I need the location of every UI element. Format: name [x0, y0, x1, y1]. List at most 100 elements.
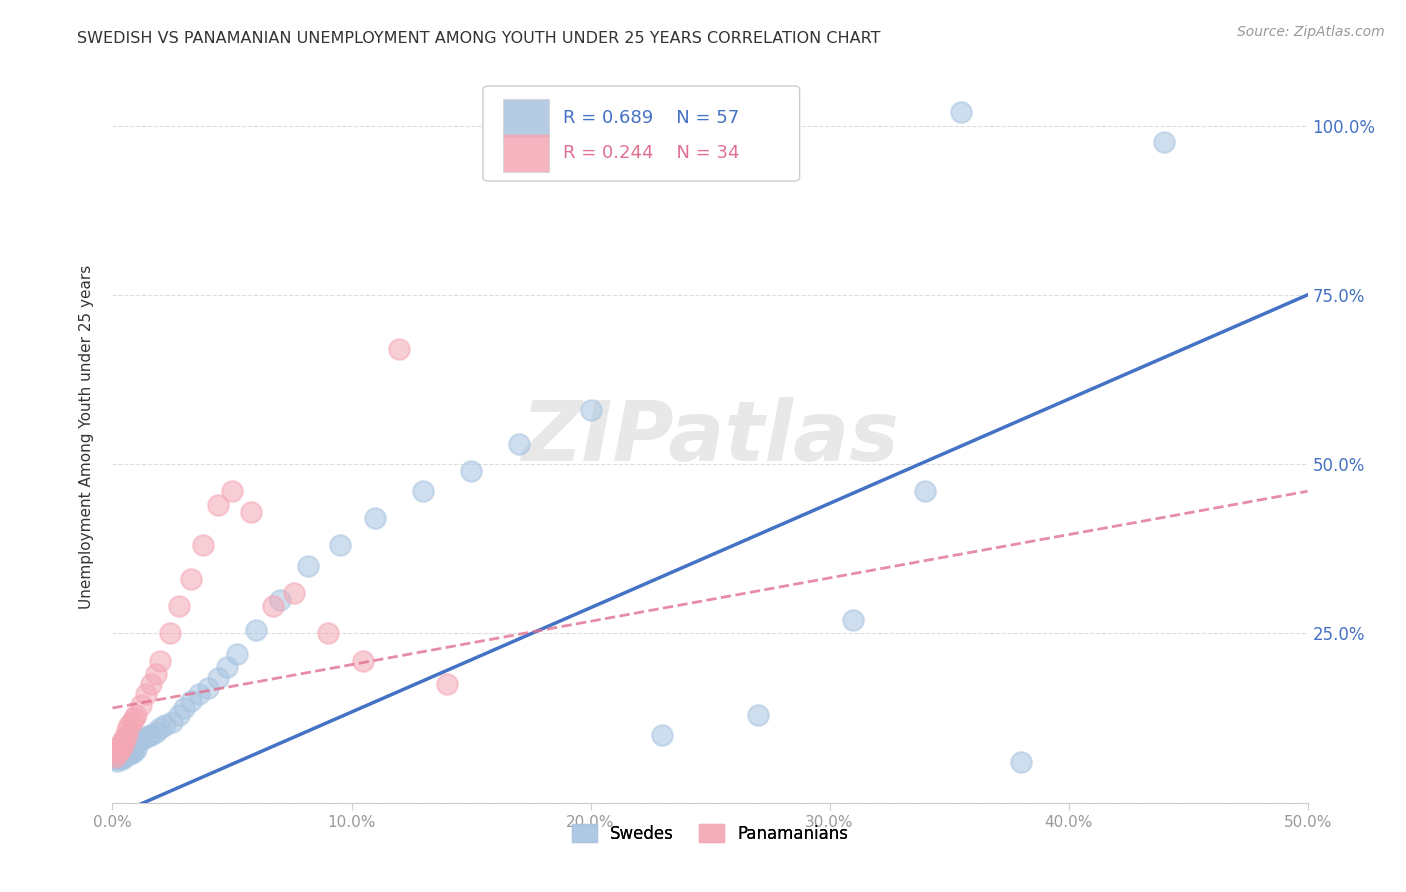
Point: [121, 739, 143, 754]
Point: [1010, 755, 1032, 769]
Point: [114, 736, 135, 750]
Point: [579, 403, 602, 417]
Point: [207, 498, 229, 512]
Point: [283, 586, 305, 600]
Point: [508, 437, 530, 451]
FancyBboxPatch shape: [503, 134, 548, 172]
Point: [115, 728, 138, 742]
Point: [297, 558, 319, 573]
Point: [169, 599, 191, 614]
Point: [114, 740, 135, 755]
Point: [159, 626, 181, 640]
Point: [145, 724, 167, 739]
Point: [121, 746, 143, 760]
Point: [197, 681, 219, 695]
Point: [149, 721, 172, 735]
Point: [108, 751, 131, 765]
Point: [193, 538, 215, 552]
Point: [115, 744, 138, 758]
Point: [352, 654, 374, 668]
Point: [122, 736, 145, 750]
Point: [950, 105, 973, 120]
Point: [153, 718, 176, 732]
Point: [111, 741, 134, 756]
Point: [135, 688, 157, 702]
Point: [104, 752, 127, 766]
Point: [104, 745, 127, 759]
Point: [221, 484, 243, 499]
Point: [747, 707, 769, 722]
Point: [105, 745, 128, 759]
Point: [187, 688, 209, 702]
Y-axis label: Unemployment Among Youth under 25 years: Unemployment Among Youth under 25 years: [79, 265, 94, 609]
Point: [105, 748, 128, 763]
Point: [105, 754, 128, 768]
Point: [111, 752, 134, 766]
Point: [111, 735, 134, 749]
Point: [122, 711, 145, 725]
Point: [108, 747, 131, 761]
Point: [162, 714, 183, 729]
Point: [114, 731, 135, 746]
Point: [460, 464, 482, 478]
Point: [125, 735, 148, 749]
FancyBboxPatch shape: [503, 99, 548, 136]
Point: [180, 572, 202, 586]
Text: R = 0.244    N = 34: R = 0.244 N = 34: [562, 144, 740, 161]
Text: Source: ZipAtlas.com: Source: ZipAtlas.com: [1237, 25, 1385, 39]
Point: [108, 743, 131, 757]
Point: [139, 677, 162, 691]
Point: [115, 748, 138, 763]
Point: [132, 731, 155, 746]
Point: [842, 613, 865, 627]
Point: [225, 647, 247, 661]
Point: [114, 749, 135, 764]
Point: [115, 739, 138, 753]
Text: R = 0.689    N = 57: R = 0.689 N = 57: [562, 109, 740, 127]
Point: [412, 484, 434, 499]
Point: [207, 671, 229, 685]
Point: [111, 740, 134, 755]
Point: [245, 623, 267, 637]
Point: [104, 749, 127, 764]
Point: [388, 342, 411, 356]
Point: [169, 707, 191, 722]
Point: [118, 742, 141, 756]
Point: [180, 694, 202, 708]
Point: [129, 733, 152, 747]
Point: [122, 744, 145, 758]
Point: [111, 747, 134, 762]
Point: [914, 484, 936, 499]
Point: [108, 738, 131, 752]
Point: [316, 626, 339, 640]
Point: [114, 746, 135, 760]
Text: SWEDISH VS PANAMANIAN UNEMPLOYMENT AMONG YOUTH UNDER 25 YEARS CORRELATION CHART: SWEDISH VS PANAMANIAN UNEMPLOYMENT AMONG…: [77, 31, 880, 46]
FancyBboxPatch shape: [484, 86, 800, 181]
Point: [138, 730, 160, 744]
Point: [125, 741, 148, 756]
Point: [364, 511, 387, 525]
Point: [1153, 136, 1175, 150]
Point: [651, 728, 673, 742]
Point: [139, 728, 162, 742]
Point: [118, 718, 141, 732]
Text: ZIPatlas: ZIPatlas: [522, 397, 898, 477]
Point: [173, 701, 195, 715]
Point: [436, 677, 458, 691]
Point: [329, 538, 352, 552]
Point: [269, 592, 291, 607]
Legend: Swedes, Panamanians: Swedes, Panamanians: [565, 818, 855, 849]
Point: [240, 505, 263, 519]
Point: [105, 747, 128, 761]
Point: [108, 743, 131, 757]
Point: [262, 599, 284, 614]
Point: [125, 707, 148, 722]
Point: [105, 741, 128, 756]
Point: [145, 667, 167, 681]
Point: [149, 654, 172, 668]
Point: [217, 660, 239, 674]
Point: [118, 747, 141, 761]
Point: [129, 698, 152, 712]
Point: [115, 723, 138, 737]
Point: [121, 714, 143, 729]
